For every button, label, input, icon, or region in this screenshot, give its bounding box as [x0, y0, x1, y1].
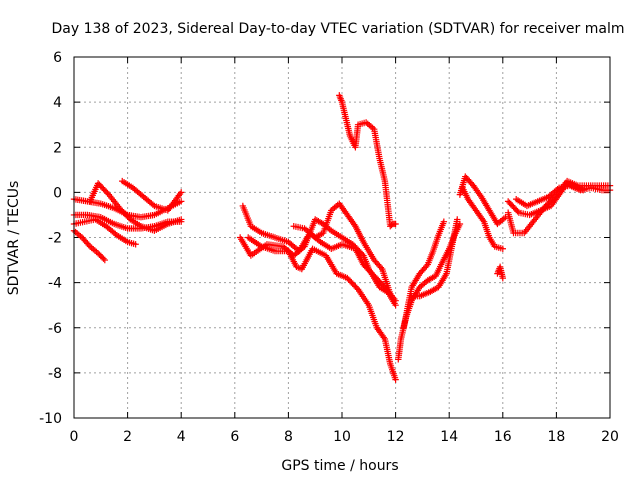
data-point	[423, 262, 430, 270]
data-point	[112, 230, 119, 238]
series-arc-b4	[290, 200, 394, 298]
y-tick-label: -4	[48, 276, 62, 292]
x-tick-label: 14	[440, 429, 458, 445]
data-point	[315, 237, 323, 244]
data-point	[514, 208, 521, 215]
y-tick-label: -8	[48, 366, 62, 382]
x-tick-label: 2	[123, 429, 132, 445]
x-tick-label: 20	[601, 429, 619, 445]
data-point	[149, 201, 157, 208]
x-tick-label: 18	[547, 429, 565, 445]
series-arc-b2	[245, 234, 399, 383]
data-point	[499, 245, 506, 252]
data-point	[392, 376, 399, 383]
data-point	[377, 264, 385, 271]
series-arc-a5	[86, 180, 185, 234]
y-tick-label: 6	[53, 50, 62, 66]
y-tick-label: 4	[53, 95, 62, 111]
series-arc-c1	[336, 92, 399, 230]
y-tick-label: 0	[53, 185, 62, 201]
y-tick-label: -2	[48, 231, 62, 247]
data-point	[454, 216, 461, 223]
series-arc-e3	[494, 263, 506, 282]
y-axis-label: SDTVAR / TECUs	[6, 181, 22, 296]
x-tick-label: 4	[177, 429, 186, 445]
series-arc-d3	[408, 216, 461, 300]
data-point	[178, 189, 185, 196]
x-tick-label: 10	[333, 429, 351, 445]
y-tick-label: -10	[39, 411, 62, 427]
series-arc-d2	[400, 218, 448, 331]
data-point	[178, 216, 185, 223]
y-tick-label: -6	[48, 321, 62, 337]
x-tick-label: 16	[494, 429, 512, 445]
x-tick-label: 8	[284, 429, 293, 445]
data-point	[392, 220, 399, 228]
series-arc-a4	[70, 216, 139, 248]
data-point	[392, 297, 399, 304]
data-point	[178, 198, 185, 205]
data-point	[554, 185, 561, 193]
series-arc-e2	[459, 184, 506, 252]
x-tick-label: 12	[387, 429, 405, 445]
data-point	[85, 241, 92, 249]
series-arc-b1	[239, 202, 399, 309]
data-points	[70, 92, 614, 383]
series-arc-a6	[119, 177, 185, 214]
y-tick-label: 2	[53, 140, 62, 156]
chart-title: Day 138 of 2023, Sidereal Day-to-day VTE…	[52, 21, 625, 37]
data-point	[387, 290, 394, 298]
data-point	[358, 250, 366, 258]
data-point	[440, 218, 448, 225]
plot-frame	[73, 56, 611, 419]
series-arc-a2	[70, 211, 185, 232]
axis-ticks: 0 2 4 6 8 10 12 14 16 18 20 -10 -8 -6 -4 -2 0 2 4 6	[39, 50, 619, 445]
x-tick-label: 6	[230, 429, 239, 445]
data-point	[499, 274, 506, 282]
data-point	[299, 244, 307, 252]
data-point	[132, 241, 139, 248]
series-arc-e1	[456, 173, 509, 228]
series-arc-a3	[70, 227, 109, 264]
data-point	[101, 256, 109, 264]
x-tick-label: 0	[70, 429, 79, 445]
series-arc-e6	[504, 180, 587, 219]
data-point	[100, 255, 107, 262]
data-point	[580, 186, 587, 194]
x-axis-label: GPS time / hours	[281, 458, 398, 474]
